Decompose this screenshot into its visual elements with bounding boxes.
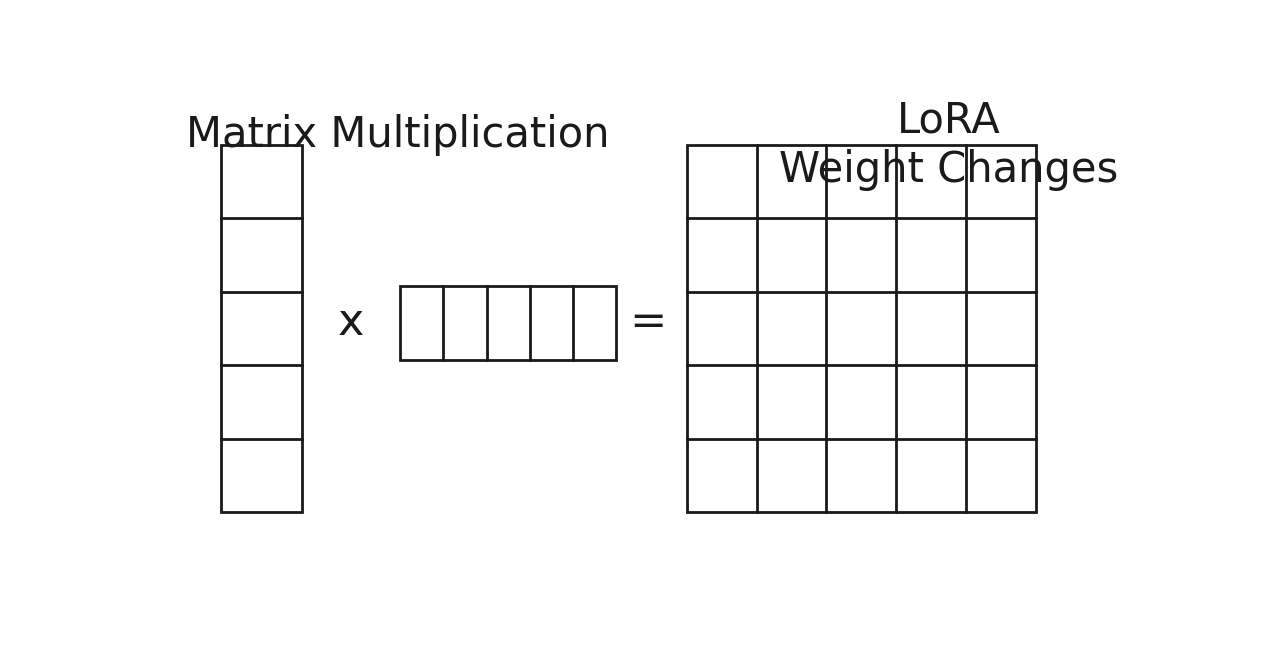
Text: =: = xyxy=(630,301,667,343)
Text: x: x xyxy=(337,301,364,343)
Bar xyxy=(220,145,302,512)
Bar xyxy=(401,286,617,360)
Text: Weight Changes: Weight Changes xyxy=(780,149,1119,191)
Text: LoRA: LoRA xyxy=(897,99,1001,141)
Text: Matrix Multiplication: Matrix Multiplication xyxy=(187,114,609,156)
Bar xyxy=(687,145,1036,512)
